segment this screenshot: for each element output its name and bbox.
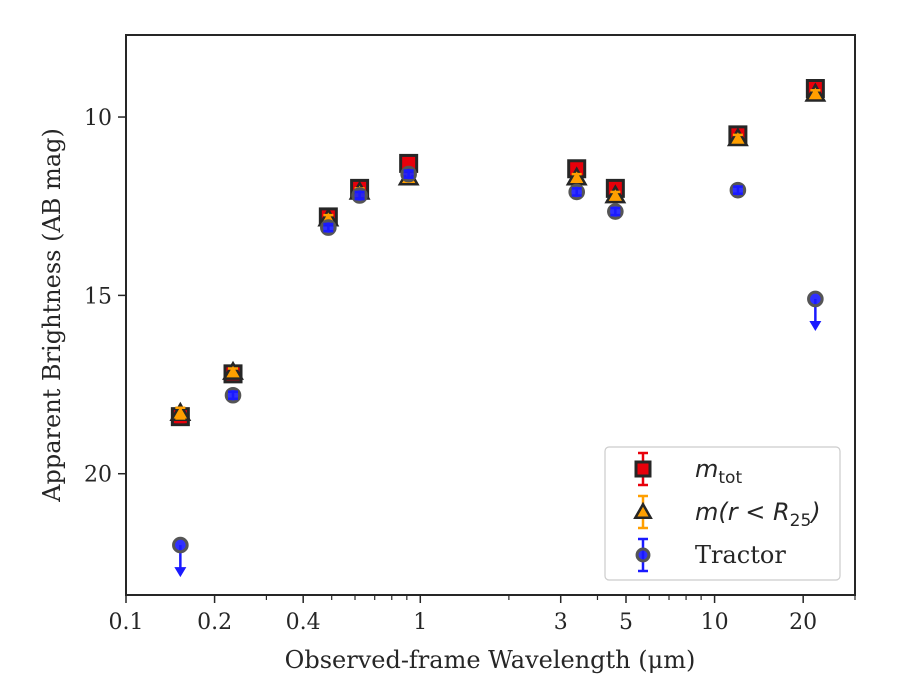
series-tractor (172, 165, 824, 578)
x-tick-label: 20 (789, 610, 817, 635)
data-marks (169, 79, 827, 578)
plot-frame (125, 34, 856, 596)
legend-entry: Tractor (635, 537, 786, 573)
legend-box (604, 446, 841, 581)
data-point (172, 536, 189, 578)
x-tick-label: 0.2 (197, 610, 232, 635)
data-point (400, 165, 417, 183)
x-tick-label: 5 (619, 610, 633, 635)
square-marker (634, 460, 652, 478)
circle-marker (172, 536, 189, 554)
circle-marker (635, 547, 651, 563)
data-point (568, 183, 586, 201)
x-tick-label: 1 (413, 610, 427, 635)
circle-marker (807, 290, 824, 308)
y-axis: 10 15 20 (84, 106, 126, 488)
data-point (320, 219, 337, 236)
x-axis-label: Observed-frame Wavelength (μm) (285, 646, 696, 674)
data-point (607, 203, 624, 220)
data-point (729, 181, 747, 199)
data-point (726, 127, 749, 147)
series-mtot (170, 79, 825, 427)
data-point (222, 360, 244, 380)
y-tick-label: 20 (84, 463, 112, 488)
legend-entry: m(r < R25) (633, 494, 821, 531)
y-tick-label: 15 (84, 284, 112, 309)
series-mr25 (169, 82, 827, 421)
data-point (604, 184, 627, 204)
legend-label: mtot (695, 455, 742, 488)
data-point (169, 401, 192, 421)
legend-label: Tractor (695, 541, 786, 569)
legend: mtot m(r < R25) Tractor (604, 446, 841, 581)
data-point (224, 386, 242, 404)
x-axis: 0.1 0.2 0.4 1 3 5 10 20 (109, 595, 856, 635)
x-tick-label: 0.4 (286, 610, 321, 635)
y-tick-label: 10 (84, 106, 112, 131)
legend-label: m(r < R25) (695, 498, 821, 531)
data-point (807, 290, 824, 331)
legend-entry: mtot (634, 451, 742, 488)
x-tick-label: 3 (554, 610, 568, 635)
upper-limit-arrowhead (809, 320, 822, 331)
data-point (351, 187, 368, 204)
x-tick-label: 10 (701, 610, 729, 635)
triangle-marker (633, 501, 653, 520)
data-point (804, 82, 827, 102)
x-tick-label: 0.1 (109, 610, 144, 635)
upper-limit-arrowhead (174, 567, 187, 578)
y-axis-label: Apparent Brightness (AB mag) (38, 128, 66, 503)
